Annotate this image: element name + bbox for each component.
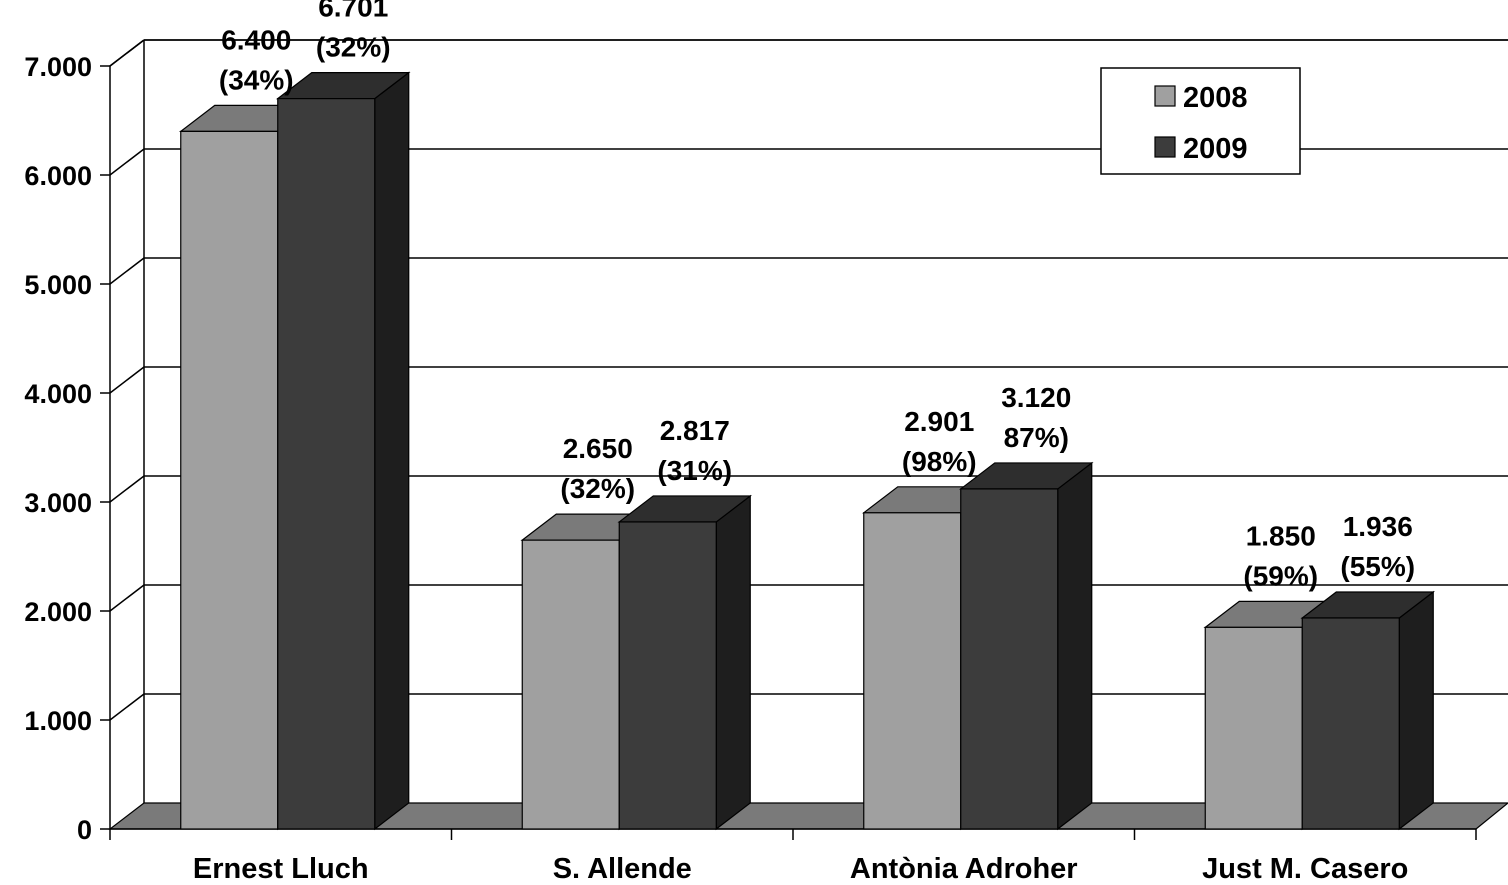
y-tick-label: 4.000	[24, 379, 92, 409]
x-tick-label: Antònia Adroher	[850, 853, 1078, 885]
data-label-value: 2.901	[904, 406, 974, 437]
bar	[960, 488, 1059, 830]
legend-box	[1100, 67, 1301, 175]
data-label-value: 3.120	[1001, 382, 1071, 413]
y-tick-label: 7.000	[24, 52, 92, 82]
legend: 2008 2009	[1100, 67, 1301, 175]
data-label-percent: (32%)	[560, 473, 635, 504]
data-label-value: 1.850	[1246, 520, 1316, 551]
data-label-value: 1.936	[1343, 511, 1413, 542]
legend-swatch-2008	[1154, 85, 1176, 107]
bar	[1301, 617, 1400, 830]
legend-label-2009: 2009	[1183, 133, 1248, 165]
bar	[863, 512, 962, 830]
gridline-side	[109, 366, 145, 394]
bar	[521, 539, 620, 830]
bar	[1204, 626, 1303, 830]
legend-label-2008: 2008	[1183, 82, 1248, 114]
x-tick-label: S. Allende	[553, 853, 692, 885]
data-label-value: 2.650	[563, 433, 633, 464]
y-tick-label: 6.000	[24, 161, 92, 191]
data-labels: 6.400 (34%) 6.701 (32%) 2.650 (32%) 2.817 (31%)…	[219, 0, 1415, 591]
data-label-percent: (31%)	[657, 455, 732, 486]
y-tick-label: 5.000	[24, 270, 92, 300]
y-tick-label: 1.000	[24, 706, 92, 736]
gridline-side	[109, 148, 145, 176]
data-label-percent: 87%)	[1004, 422, 1069, 453]
bar-side-face	[1057, 461, 1093, 831]
y-tick-label: 3.000	[24, 488, 92, 518]
gridline-side	[109, 39, 145, 67]
x-tick-label: Ernest Lluch	[193, 853, 369, 885]
gridline-side	[109, 475, 145, 503]
data-label-percent: (34%)	[219, 64, 294, 95]
bar	[180, 130, 279, 830]
gridline-side	[109, 257, 145, 285]
axes: 0 1.000 2.000 3.000 4.000 5.000 6.000 7.000 Erne…	[24, 52, 1477, 885]
gridline-side	[109, 584, 145, 612]
data-label-percent: (59%)	[1243, 560, 1318, 591]
bar-side-face	[374, 71, 410, 831]
x-tick-label: Just M. Casero	[1202, 853, 1408, 885]
bar-side-face	[1398, 590, 1434, 831]
data-label-percent: (98%)	[902, 446, 977, 477]
data-label-value: 6.400	[221, 24, 291, 55]
y-tick-label: 2.000	[24, 597, 92, 627]
gridline-side	[109, 693, 145, 721]
y-tick-label: 0	[77, 815, 92, 845]
legend-swatch-2009	[1154, 136, 1176, 158]
bar	[618, 521, 717, 830]
data-label-percent: (32%)	[316, 32, 391, 63]
bar	[277, 97, 376, 830]
data-label-value: 6.701	[318, 0, 388, 23]
data-label-value: 2.817	[660, 415, 730, 446]
bars	[178, 71, 1436, 831]
data-label-percent: (55%)	[1340, 551, 1415, 582]
bar-side-face	[715, 494, 751, 831]
